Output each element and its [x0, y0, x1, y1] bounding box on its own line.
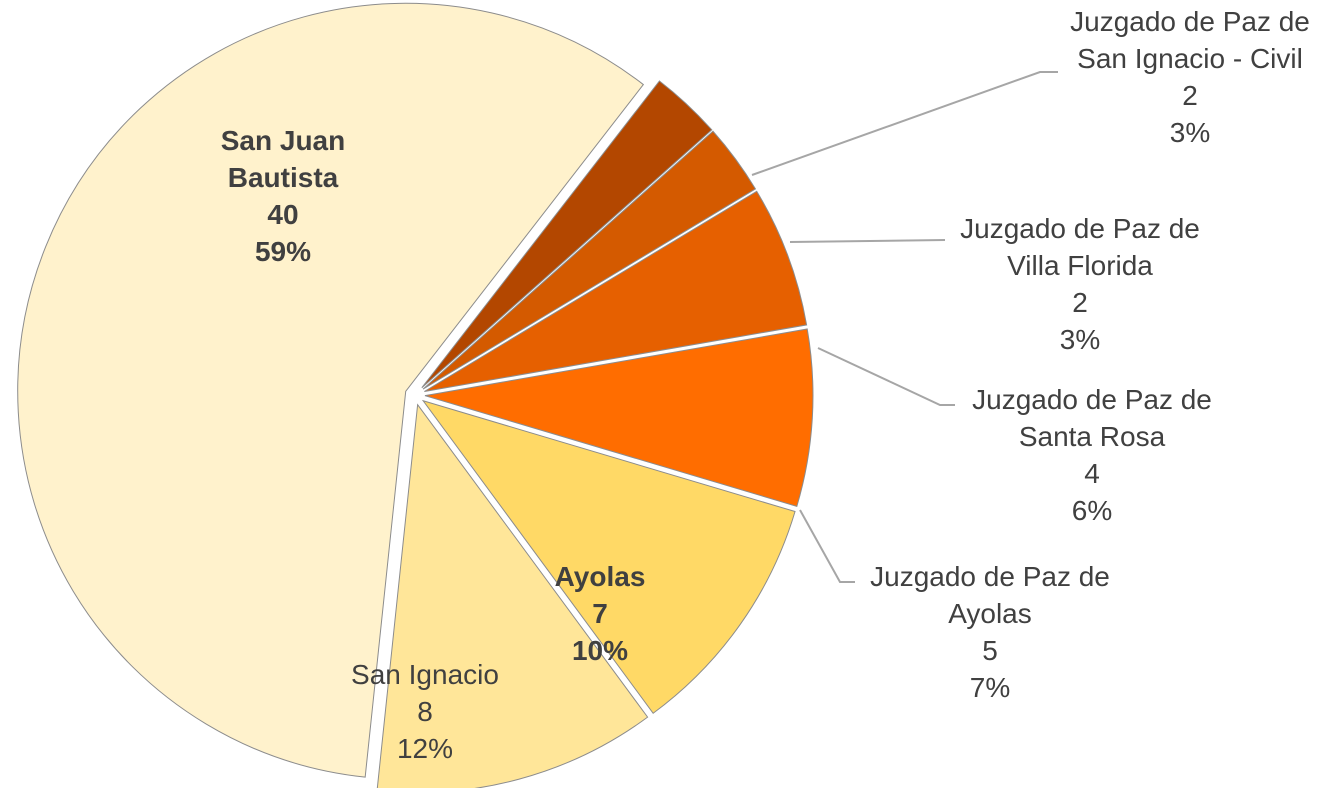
percent-label: 12%: [396, 733, 454, 764]
value-label: 2: [1072, 287, 1088, 318]
data-label: San Juan Bautista 40 59%: [183, 122, 383, 270]
data-label: Ayolas 7 10%: [520, 558, 680, 669]
data-label: Juzgado de Paz de Villa Florida 2 3%: [960, 210, 1200, 358]
leader-line: [799, 509, 855, 583]
pie-slice: [422, 130, 757, 390]
category-label: Juzgado de Paz de Villa Florida: [960, 213, 1200, 281]
percent-label: 3%: [1059, 324, 1101, 355]
percent-label: 7%: [969, 672, 1011, 703]
data-label: Juzgado de Paz de San Ignacio - Civil 2 3%: [1070, 3, 1310, 151]
percent-label: 10%: [571, 635, 629, 666]
category-label: Juzgado de Paz de San Ignacio - Civil: [1070, 6, 1310, 74]
category-label: Juzgado de Paz de Santa Rosa: [972, 384, 1212, 452]
data-label: Juzgado de Paz de Santa Rosa 4 6%: [972, 381, 1212, 529]
category-label: San Juan Bautista: [220, 125, 346, 193]
value-label: 2: [1182, 80, 1198, 111]
category-label: Juzgado de Paz de Ayolas: [870, 561, 1110, 629]
category-label: San Ignacio: [351, 659, 499, 690]
leader-line: [789, 239, 946, 243]
percent-label: 59%: [254, 236, 312, 267]
leader-line: [817, 347, 955, 406]
pie-slice: [17, 2, 645, 778]
pie-slice: [424, 328, 814, 507]
pie-slice: [424, 190, 808, 392]
percent-label: 6%: [1071, 495, 1113, 526]
data-label: San Ignacio 8 12%: [325, 656, 525, 767]
value-label: 4: [1084, 458, 1100, 489]
pie-slice: [421, 399, 796, 714]
category-label: Ayolas: [554, 561, 646, 592]
value-label: 40: [267, 199, 299, 230]
value-label: 8: [417, 696, 433, 727]
pie-slice: [376, 403, 649, 788]
data-label: Juzgado de Paz de Ayolas 5 7%: [860, 558, 1120, 706]
value-label: 7: [592, 598, 608, 629]
value-label: 5: [982, 635, 998, 666]
pie-slice: [421, 80, 713, 389]
leader-line: [751, 71, 1058, 176]
percent-label: 3%: [1169, 117, 1211, 148]
